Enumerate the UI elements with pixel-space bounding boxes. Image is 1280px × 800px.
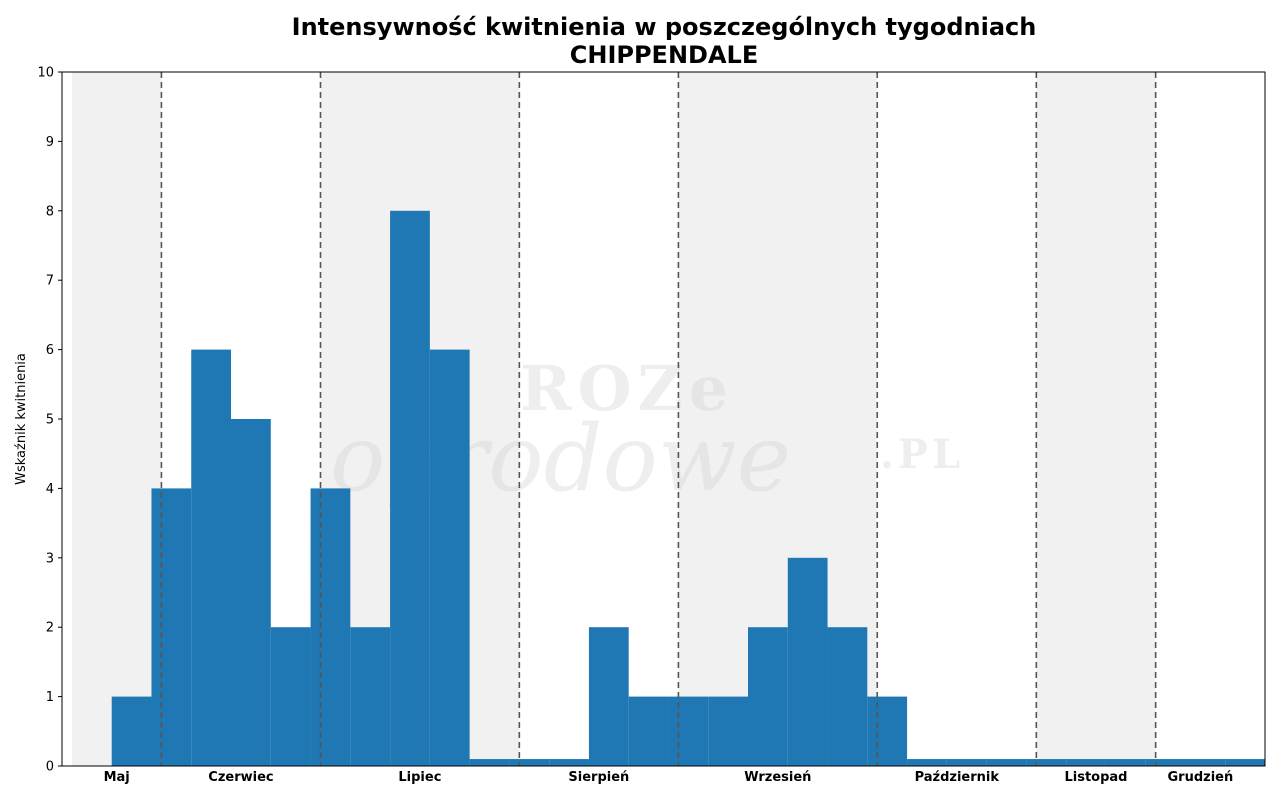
bar	[1026, 759, 1067, 766]
month-label: Maj	[104, 770, 130, 785]
month-label: Grudzień	[1168, 770, 1234, 785]
bar	[668, 696, 709, 766]
y-tick-label: 9	[46, 135, 54, 150]
bar	[787, 557, 828, 766]
bars	[111, 210, 1265, 767]
bar	[986, 759, 1027, 766]
chart-title: Intensywność kwitnienia w poszczególnych…	[292, 13, 1037, 41]
month-label: Październik	[915, 770, 1000, 785]
bar	[191, 349, 232, 766]
y-tick-label: 3	[46, 551, 54, 566]
bar	[151, 488, 192, 766]
watermark-suffix: .PL	[880, 431, 964, 478]
bar	[867, 696, 908, 766]
bar	[509, 759, 550, 766]
month-label: Listopad	[1064, 770, 1127, 785]
bar	[549, 759, 589, 766]
y-tick-label: 0	[46, 760, 54, 775]
y-tick-label: 8	[46, 204, 54, 219]
bar	[231, 419, 271, 766]
bar	[390, 210, 430, 767]
y-tick-label: 5	[46, 413, 54, 428]
bar	[1185, 759, 1226, 766]
bar	[1225, 759, 1265, 766]
chart-subtitle: CHIPPENDALE	[570, 41, 758, 69]
bar	[270, 627, 311, 766]
bar	[310, 488, 351, 766]
bar	[429, 349, 470, 766]
y-tick-label: 2	[46, 621, 54, 636]
y-axis-label: Wskaźnik kwitnienia	[14, 353, 29, 485]
bar	[111, 696, 152, 766]
month-label: Wrzesień	[744, 770, 811, 785]
month-band	[1036, 72, 1156, 766]
month-dividers	[160, 72, 1157, 766]
bar	[708, 696, 749, 766]
y-tick-label: 7	[46, 274, 54, 289]
bar	[350, 627, 391, 766]
bar	[946, 759, 987, 766]
bar	[469, 759, 510, 766]
y-tick-label: 1	[46, 690, 54, 705]
bar	[827, 627, 868, 766]
bar	[588, 627, 629, 766]
bar	[628, 696, 669, 766]
x-axis-month-labels: Maj Czerwiec Lipiec Sierpień Wrzesień Paździe…	[104, 770, 1234, 785]
month-label: Sierpień	[568, 770, 629, 785]
y-tick-label: 4	[46, 482, 54, 497]
y-axis: 0 1 2 3 4 5 6 7 8 9 10	[37, 66, 62, 775]
bar	[907, 759, 947, 766]
bar	[1066, 759, 1106, 766]
month-label: Lipiec	[398, 770, 441, 785]
y-tick-label: 10	[37, 66, 54, 81]
bar	[1145, 759, 1186, 766]
y-tick-label: 6	[46, 343, 54, 358]
bar	[748, 627, 788, 766]
month-label: Czerwiec	[208, 770, 273, 785]
month-band	[71, 72, 162, 766]
watermark-line1: ROZe	[520, 352, 734, 425]
bar	[1105, 759, 1146, 766]
